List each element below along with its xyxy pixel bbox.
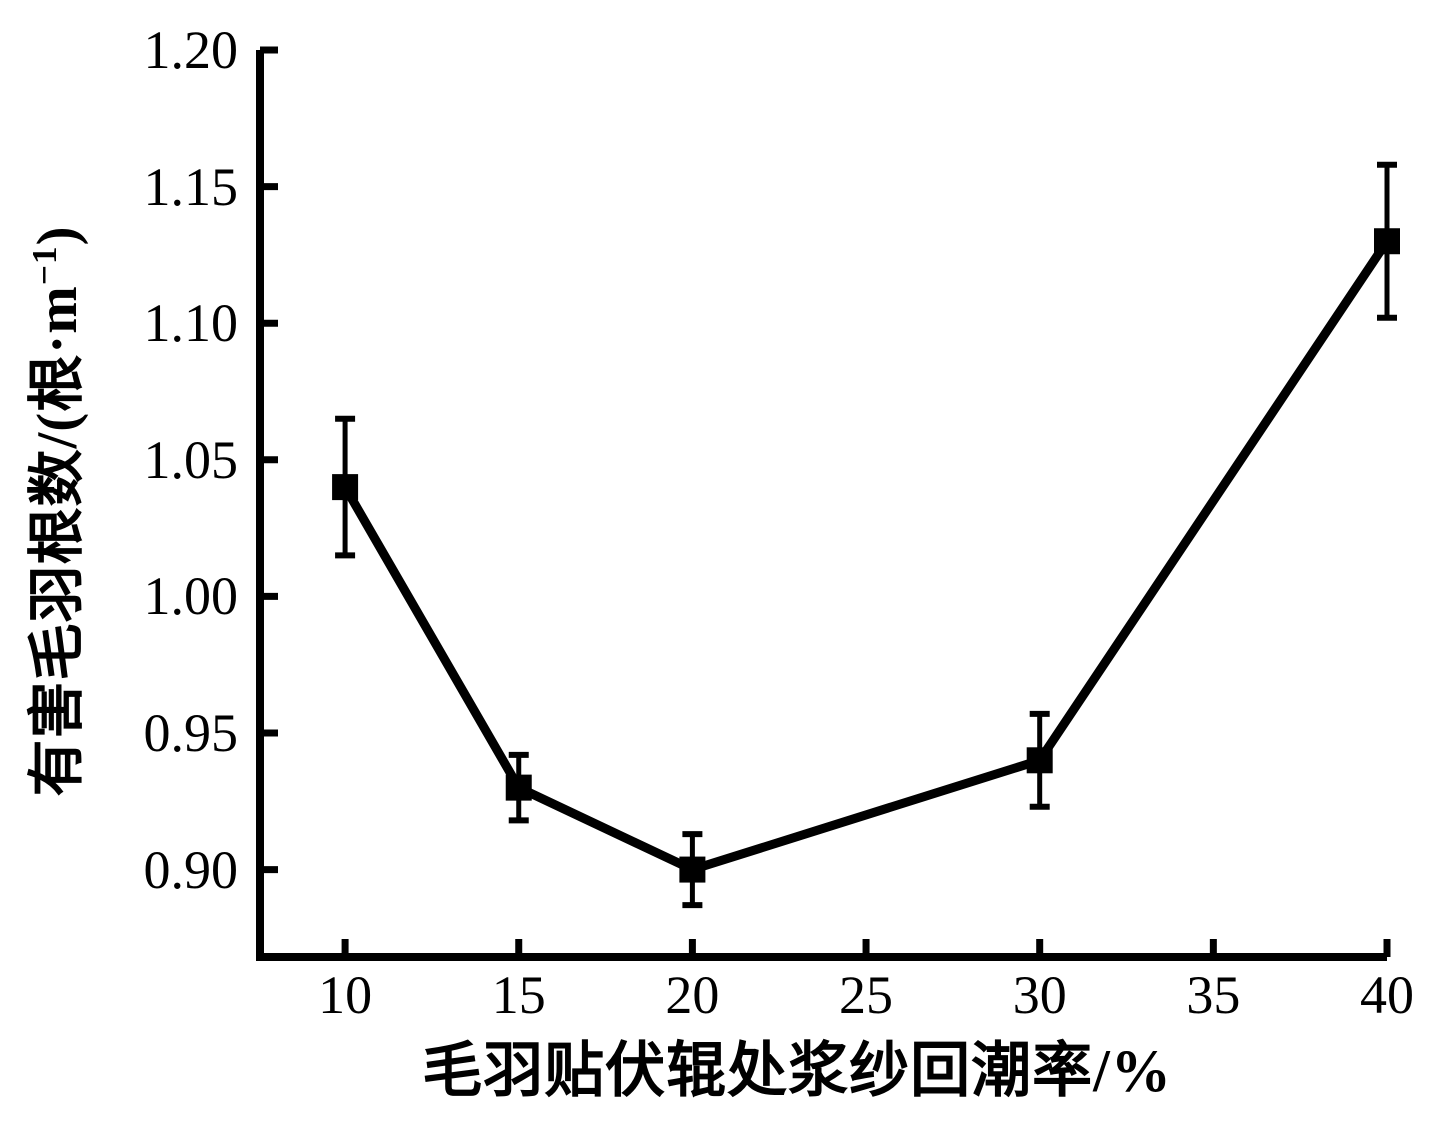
x-axis-title: 毛羽贴伏辊处浆纱回潮率/% [422,1038,1172,1104]
data-point-marker [1026,747,1053,774]
data-point-marker [679,856,706,883]
data-point-marker [505,774,532,801]
data-point-marker [1374,228,1400,255]
y-axis-title-suffix: ) [26,225,90,246]
data-line [341,238,1391,875]
y-axis-title: 有害毛羽根数/(根·m−1) [25,225,90,797]
axis-spines [256,50,1387,961]
y-axis-title-superscript: −1 [25,245,65,286]
y-axis-title-text: 有害毛羽根数/(根·m [26,285,90,797]
data-point-marker [332,474,359,501]
